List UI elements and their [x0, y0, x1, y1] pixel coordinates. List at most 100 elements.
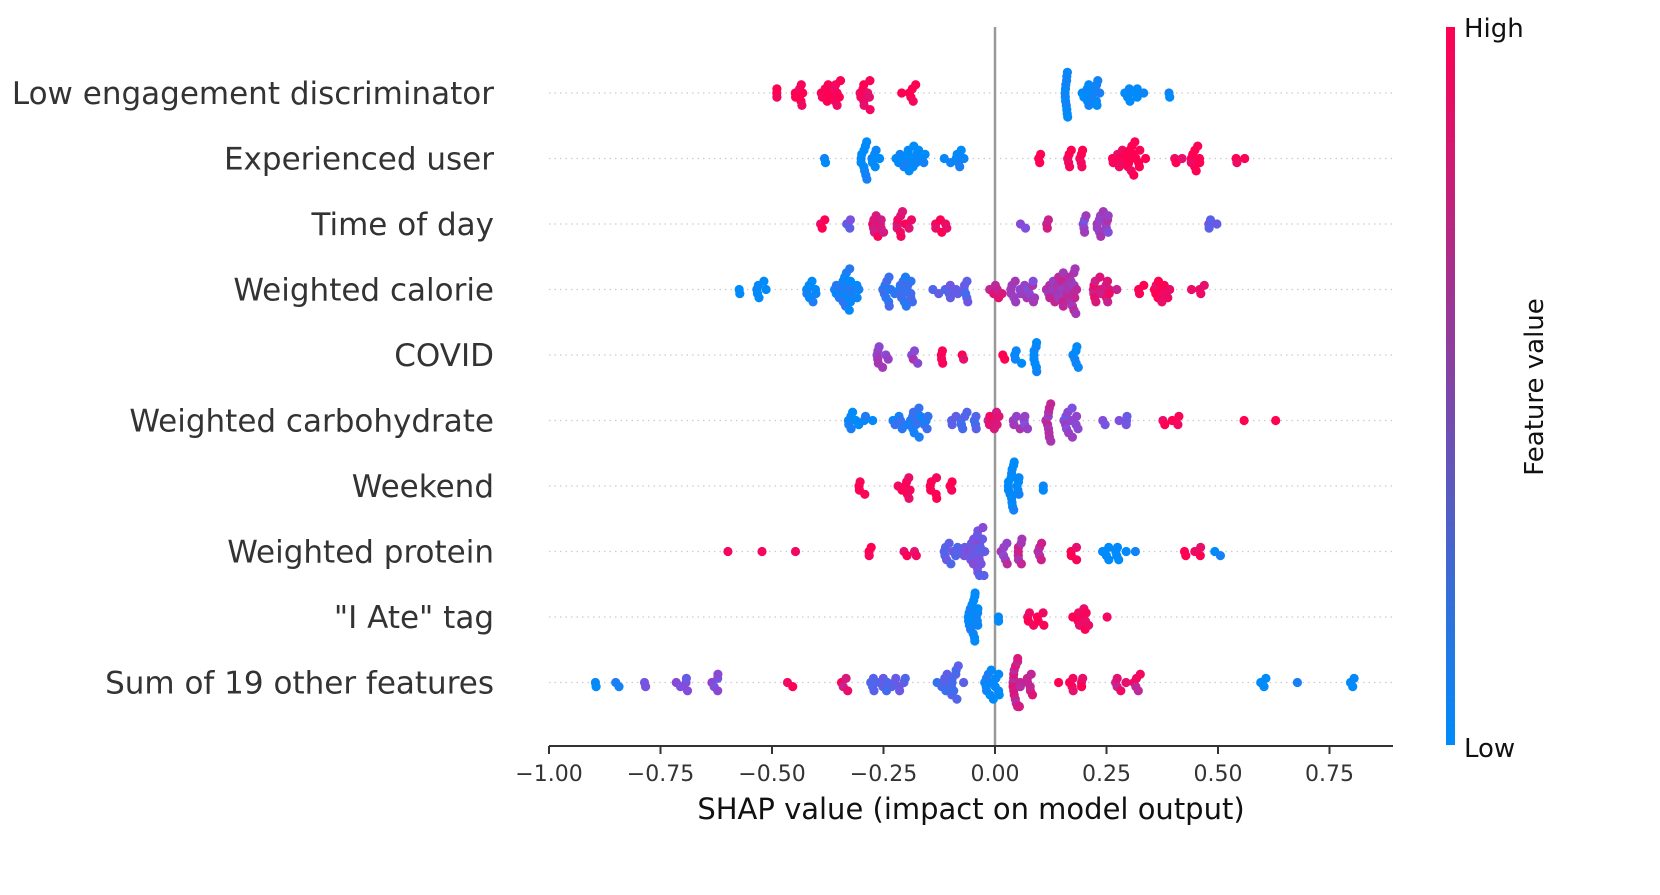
data-point — [970, 636, 980, 646]
data-point — [1011, 346, 1021, 356]
data-point — [1095, 88, 1105, 98]
data-point — [1030, 293, 1040, 303]
data-point — [1081, 211, 1091, 221]
data-point — [1022, 424, 1033, 434]
data-point — [866, 542, 876, 553]
data-point — [1071, 308, 1081, 319]
data-point — [1121, 546, 1131, 557]
data-point — [874, 342, 884, 352]
data-point — [992, 420, 1002, 430]
data-point — [1093, 76, 1103, 86]
data-point — [1072, 411, 1082, 421]
x-axis: −1.00 −0.75 −0.50 −0.25 0.00 0.25 0.50 0.75 — [515, 745, 1393, 787]
data-point — [848, 407, 858, 417]
data-point — [865, 105, 875, 115]
data-point — [1195, 158, 1205, 168]
data-point — [1122, 411, 1132, 421]
data-point — [1160, 420, 1170, 430]
data-point — [1066, 145, 1076, 155]
data-point — [835, 76, 846, 86]
data-point — [735, 289, 745, 299]
data-point — [1032, 367, 1042, 377]
data-point — [1130, 137, 1140, 147]
data-point — [841, 673, 851, 684]
data-point — [845, 215, 856, 225]
data-point — [1009, 505, 1019, 515]
x-ticks: −1.00 −0.75 −0.50 −0.25 0.00 0.25 0.50 0.75 — [515, 746, 1354, 787]
data-point — [832, 100, 842, 110]
data-point — [1139, 88, 1149, 98]
data-point — [900, 673, 910, 684]
data-point — [864, 551, 874, 561]
x-tick-label: 0.75 — [1305, 762, 1354, 787]
data-point — [1039, 620, 1049, 630]
data-point — [1068, 673, 1078, 684]
data-point — [1062, 67, 1072, 77]
data-point — [1204, 223, 1214, 233]
data-point — [904, 493, 914, 503]
colorbar-low-label: Low — [1464, 734, 1515, 764]
data-point — [757, 546, 767, 557]
data-point — [1084, 100, 1094, 110]
data-point — [772, 84, 782, 94]
data-point — [871, 145, 881, 155]
data-point — [947, 420, 957, 430]
data-point — [1232, 158, 1242, 168]
data-point — [1065, 162, 1075, 172]
data-point — [855, 477, 865, 487]
data-point — [860, 489, 870, 499]
data-point — [1141, 153, 1151, 164]
data-point — [860, 411, 871, 421]
data-point — [952, 694, 962, 704]
data-point — [913, 358, 923, 368]
data-point — [908, 96, 918, 106]
data-point — [1135, 145, 1145, 155]
x-tick-label: −0.50 — [738, 762, 805, 787]
data-point — [1067, 432, 1077, 442]
data-point — [1112, 542, 1123, 553]
data-point — [1078, 673, 1088, 684]
feature-label: Weighted protein — [227, 535, 494, 571]
data-point — [1112, 284, 1122, 295]
data-point — [905, 485, 915, 495]
data-point — [1058, 301, 1068, 311]
x-tick-label: −0.75 — [627, 762, 694, 787]
data-point — [1011, 297, 1021, 307]
data-point — [1017, 358, 1027, 368]
data-point — [1010, 276, 1020, 286]
data-point — [1121, 677, 1131, 688]
data-point — [897, 207, 908, 217]
data-point — [808, 297, 818, 307]
data-point — [820, 215, 830, 225]
data-point — [1196, 289, 1206, 299]
data-point — [1036, 555, 1046, 565]
data-point — [947, 477, 957, 487]
data-point — [959, 677, 969, 688]
data-point — [591, 682, 601, 692]
data-point — [723, 546, 733, 557]
data-point — [1043, 215, 1053, 225]
data-point — [682, 686, 693, 696]
data-point — [1077, 162, 1087, 172]
data-point — [970, 588, 980, 598]
data-point — [1100, 420, 1110, 430]
data-point — [1020, 411, 1030, 421]
data-point — [1046, 436, 1056, 446]
data-point — [1271, 415, 1281, 426]
data-point — [956, 145, 966, 155]
data-point — [962, 276, 972, 286]
data-point — [997, 289, 1007, 299]
data-point — [1070, 293, 1080, 303]
data-point — [1103, 227, 1113, 237]
data-point — [807, 276, 817, 286]
data-point — [1134, 162, 1144, 172]
data-point — [923, 411, 933, 421]
feature-label: COVID — [394, 338, 494, 374]
data-point — [1024, 608, 1035, 618]
data-point — [904, 223, 914, 233]
colorbar-gradient — [1446, 27, 1455, 745]
data-point — [796, 80, 806, 90]
data-point — [1125, 96, 1135, 106]
data-point — [844, 305, 854, 315]
data-point — [1095, 272, 1105, 282]
